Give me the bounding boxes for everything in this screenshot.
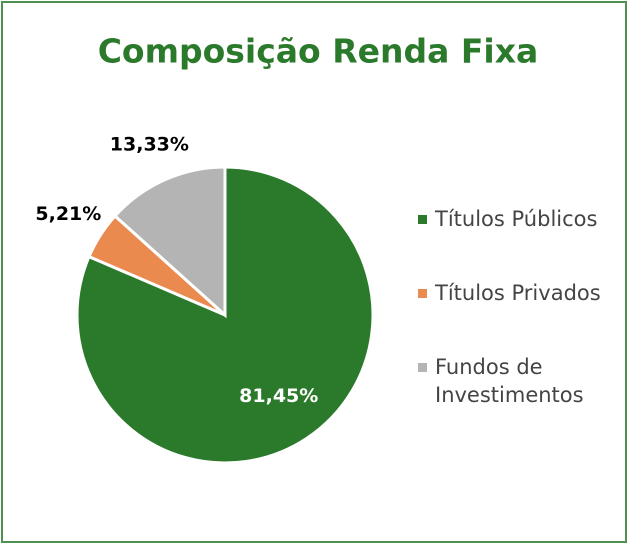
legend-label: Títulos Privados (435, 281, 601, 305)
legend-entry: Fundos de Investimentos (418, 353, 618, 409)
data-label: 81,45% (239, 385, 318, 407)
legend-swatch (418, 215, 427, 224)
data-label: 5,21% (35, 203, 101, 225)
legend: Títulos Públicos Títulos Privados Fundos d… (418, 205, 618, 455)
legend-swatch (418, 363, 427, 372)
legend-label: Fundos de Investimentos (435, 355, 584, 407)
legend-entry: Títulos Públicos (418, 205, 618, 233)
legend-swatch (418, 289, 427, 298)
legend-entry: Títulos Privados (418, 279, 618, 307)
data-label: 13,33% (110, 134, 189, 156)
chart-title: Composição Renda Fixa (98, 32, 539, 71)
pie-slice (112, 165, 227, 319)
legend-label: Títulos Públicos (435, 207, 598, 231)
